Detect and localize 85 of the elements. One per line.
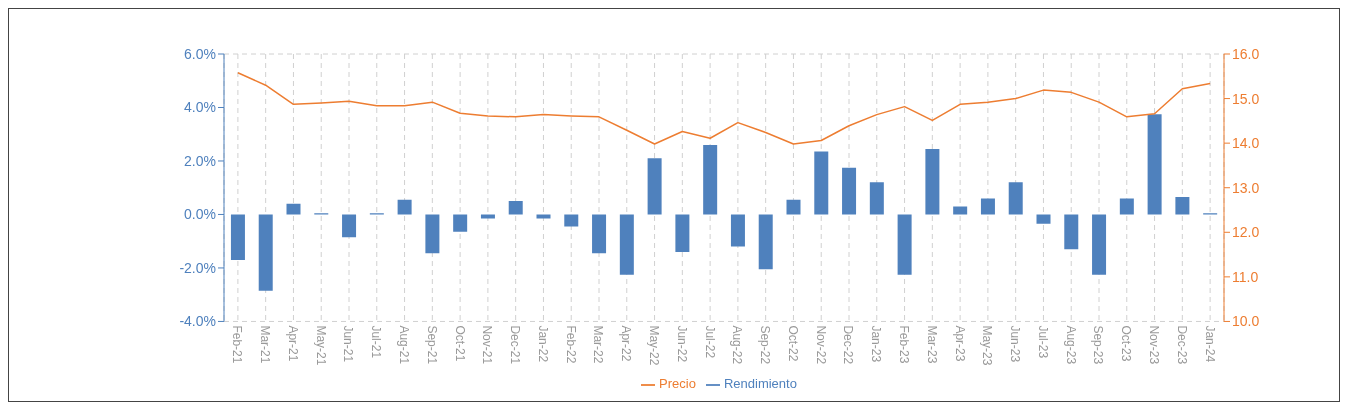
bar [619,214,634,275]
bar [980,198,995,215]
x-tick-label: Feb-22 [563,325,578,364]
bar [1119,198,1134,215]
x-tick-label: Dec-22 [841,325,856,365]
x-tick-label: Jan-22 [535,325,550,363]
x-tick-label: Aug-21 [397,325,412,365]
x-tick-label: Dec-21 [508,325,523,365]
bar [647,158,662,215]
y-tick-label: 6.0% [184,45,216,62]
bar [1064,214,1079,250]
bar [453,214,468,232]
y2-tick-label: 10.0 [1232,313,1260,330]
x-tick-label: Oct-21 [452,325,467,362]
x-tick-label: Sep-21 [424,325,439,365]
y-tick-label: 0.0% [184,206,216,223]
x-tick-label: Nov-22 [813,325,828,365]
x-tick-label: Feb-23 [897,325,912,364]
bar [286,203,301,215]
y-tick-label: 2.0% [184,152,216,169]
x-tick-label: Jun-22 [674,325,689,363]
x-tick-label: Nov-23 [1147,325,1162,365]
y-tick-label: -4.0% [179,313,216,330]
bar [814,151,829,215]
bar [480,214,495,219]
bar [342,214,357,238]
bar [786,199,801,215]
legend-label: Rendimiento [723,376,797,392]
x-tick-label: Aug-22 [730,325,745,365]
bar [425,214,440,254]
legend-label: Precio [659,376,696,392]
bar [230,214,245,260]
x-tick-label: Dec-23 [1174,325,1189,365]
x-tick-label: Sep-23 [1091,325,1106,365]
x-tick-label: Oct-22 [785,325,800,362]
x-tick-label: Sep-22 [758,325,773,365]
bar [897,214,912,275]
x-tick-label: Mar-23 [924,325,939,364]
bar [1092,214,1107,275]
x-tick-label: Nov-21 [480,325,495,365]
bar [397,199,412,215]
x-tick-label: Jan-24 [1202,325,1217,363]
x-tick-label: Jul-23 [1035,325,1050,359]
x-tick-label: Oct-23 [1119,325,1134,362]
x-tick-label: Jun-23 [1008,325,1023,363]
x-tick-label: Jan-23 [869,325,884,363]
bar [869,182,884,215]
bar [536,214,551,219]
x-tick-label: May-23 [980,325,995,366]
bar [564,214,579,227]
y2-tick-label: 14.0 [1232,135,1260,152]
y2-tick-label: 15.0 [1232,90,1260,107]
y-tick-label: -2.0% [179,259,216,276]
x-tick-label: Mar-21 [258,325,273,364]
bar [925,148,940,215]
y2-tick-label: 12.0 [1232,224,1260,241]
x-tick-label: Feb-21 [230,325,245,364]
x-tick-label: Mar-22 [591,325,606,364]
x-tick-label: Apr-23 [952,325,967,362]
bar [258,214,273,291]
x-tick-label: May-22 [647,325,662,366]
x-tick-label: Jun-21 [341,325,356,363]
bar [508,201,523,215]
bar [842,167,857,215]
bar [703,144,718,215]
y2-tick-label: 16.0 [1232,45,1260,62]
bar [758,214,773,270]
bar [675,214,690,252]
bar [730,214,745,247]
x-tick-label: Apr-21 [285,325,300,362]
y-tick-label: 4.0% [184,99,216,116]
bar [1175,197,1190,215]
y2-tick-label: 11.0 [1232,268,1259,285]
x-tick-label: Jul-21 [369,325,384,359]
y2-tick-label: 13.0 [1232,179,1260,196]
x-tick-label: May-21 [313,325,328,366]
bar [1008,182,1023,215]
x-tick-label: Jul-22 [702,325,717,359]
bar [1036,214,1051,224]
x-tick-label: Aug-23 [1063,325,1078,365]
bar [1147,114,1162,215]
bar [953,206,968,215]
bar [592,214,607,254]
x-tick-label: Apr-22 [619,325,634,362]
line-series [237,71,1211,145]
